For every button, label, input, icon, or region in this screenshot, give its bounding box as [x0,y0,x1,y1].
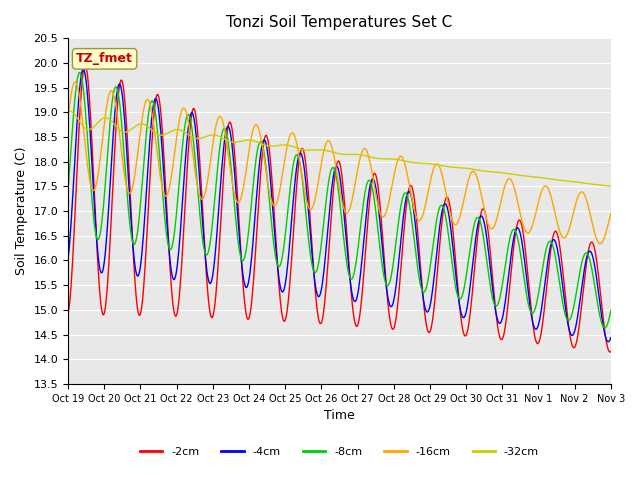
-4cm [64,256,72,262]
-32cm [607,183,614,189]
Text: TZ_fmet: TZ_fmet [76,52,133,65]
-4cm [605,339,612,345]
-8cm [76,70,83,75]
-16cm [186,127,193,132]
-16cm [131,174,138,180]
-4cm [214,213,222,218]
Line: -8cm: -8cm [68,72,611,328]
Legend: -2cm, -4cm, -8cm, -16cm, -32cm: -2cm, -4cm, -8cm, -16cm, -32cm [136,443,543,461]
-4cm [79,66,87,72]
-16cm [422,200,429,205]
-32cm [64,108,72,114]
-4cm [406,190,414,195]
-2cm [74,149,82,155]
-16cm [596,241,604,247]
-2cm [81,62,89,68]
-32cm [131,124,138,130]
-8cm [186,114,193,120]
-8cm [607,308,614,313]
-16cm [607,211,614,216]
-32cm [406,159,414,165]
Line: -2cm: -2cm [68,65,611,352]
-8cm [422,286,429,292]
-2cm [186,131,193,136]
-16cm [75,88,83,94]
-16cm [214,115,222,121]
Line: -16cm: -16cm [68,82,611,244]
-2cm [406,183,414,189]
-4cm [131,259,138,264]
-2cm [131,271,138,277]
-4cm [74,108,82,114]
-2cm [606,349,614,355]
-32cm [75,117,83,123]
-16cm [64,115,72,120]
-16cm [71,79,79,85]
-32cm [66,108,74,114]
-8cm [601,325,609,331]
-32cm [214,133,222,139]
-2cm [64,311,72,316]
-4cm [186,116,193,122]
-8cm [131,241,138,247]
-4cm [422,308,429,313]
-8cm [214,158,222,164]
X-axis label: Time: Time [324,409,355,422]
-2cm [422,319,429,325]
Y-axis label: Soil Temperature (C): Soil Temperature (C) [15,147,28,276]
-4cm [607,335,614,340]
Title: Tonzi Soil Temperatures Set C: Tonzi Soil Temperatures Set C [227,15,452,30]
-16cm [406,186,414,192]
-8cm [74,73,82,79]
-2cm [214,260,222,265]
Line: -32cm: -32cm [68,111,611,186]
Line: -4cm: -4cm [68,69,611,342]
-8cm [64,187,72,193]
-32cm [186,132,193,138]
-32cm [422,160,429,166]
-2cm [607,348,614,354]
-8cm [406,205,414,211]
